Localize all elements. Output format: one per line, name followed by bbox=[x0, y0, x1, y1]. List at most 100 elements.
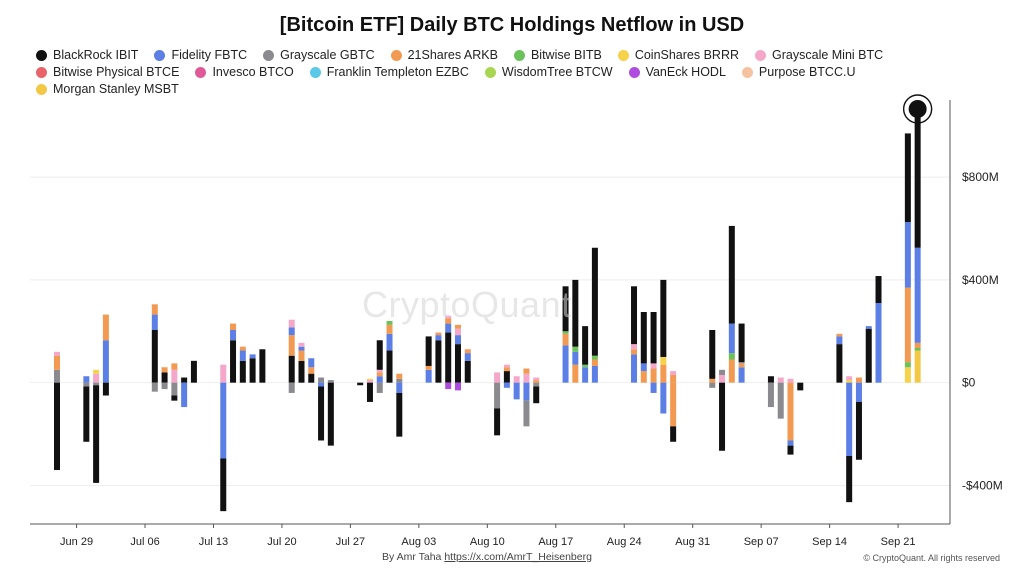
legend-item[interactable]: Invesco BTCO bbox=[195, 65, 294, 79]
bar-segment bbox=[366, 380, 373, 383]
legend-item[interactable]: BlackRock IBIT bbox=[36, 48, 138, 62]
bar-segment bbox=[787, 382, 794, 441]
bar-segment bbox=[230, 340, 237, 383]
x-tick-label: Aug 10 bbox=[470, 536, 505, 548]
bar-segment bbox=[650, 363, 657, 369]
bar-segment bbox=[836, 344, 843, 383]
bar-segment bbox=[533, 382, 540, 387]
bar-segment bbox=[308, 358, 315, 368]
bar-segment bbox=[503, 382, 510, 388]
bar-segment bbox=[308, 367, 315, 374]
bar-segment bbox=[239, 350, 246, 361]
legend-swatch bbox=[263, 49, 275, 61]
y-tick-label: $400M bbox=[962, 273, 999, 287]
bar-segment bbox=[787, 440, 794, 446]
bar-segment bbox=[298, 342, 305, 347]
y-tick-label: $800M bbox=[962, 170, 999, 184]
bar-segment bbox=[327, 380, 334, 383]
bar-segment bbox=[875, 276, 882, 304]
legend-swatch bbox=[513, 49, 525, 61]
legend-swatch bbox=[617, 49, 629, 61]
bar-segment bbox=[445, 323, 452, 333]
highlight-dot bbox=[908, 99, 927, 118]
bar-segment bbox=[640, 363, 647, 372]
bar-segment bbox=[454, 335, 461, 345]
legend-swatch bbox=[628, 66, 640, 78]
bar-segment bbox=[220, 382, 227, 459]
bar-segment bbox=[249, 358, 256, 383]
bar-segment bbox=[445, 382, 452, 390]
chart-title: [Bitcoin ETF] Daily BTC Holdings Netflow… bbox=[279, 14, 745, 36]
legend-label: Bitwise Physical BTCE bbox=[53, 65, 180, 79]
bar-segment bbox=[454, 344, 461, 383]
legend-label: Fidelity FBTC bbox=[171, 48, 248, 62]
bar-segment bbox=[425, 365, 432, 370]
bar-segment bbox=[562, 345, 569, 383]
legend-label: Purpose BTCC.U bbox=[758, 65, 856, 79]
legend-label: Grayscale GBTC bbox=[280, 48, 375, 62]
bar-segment bbox=[591, 355, 598, 360]
bar-segment bbox=[83, 386, 90, 442]
legend-item[interactable]: Grayscale Mini BTC bbox=[755, 48, 883, 62]
legend-item[interactable]: WisdomTree BTCW bbox=[484, 65, 613, 79]
legend-item[interactable]: Grayscale GBTC bbox=[263, 48, 375, 62]
legend-item[interactable]: Fidelity FBTC bbox=[154, 48, 247, 62]
legend-item[interactable]: Purpose BTCC.U bbox=[741, 65, 856, 79]
legend-swatch bbox=[36, 49, 47, 61]
bar-segment bbox=[914, 350, 921, 383]
bar-segment bbox=[582, 367, 589, 383]
bar-segment bbox=[181, 377, 188, 383]
bar-segment bbox=[523, 368, 530, 374]
legend-item[interactable]: CoinShares BRRR bbox=[617, 48, 739, 62]
bar-segment bbox=[396, 392, 403, 437]
bar-segment bbox=[93, 385, 100, 483]
legend-item[interactable]: VanEck HODL bbox=[628, 65, 726, 79]
bar-segment bbox=[582, 326, 589, 365]
bar-segment bbox=[161, 382, 168, 390]
x-tick-label: Aug 24 bbox=[607, 536, 642, 548]
bar-segment bbox=[376, 369, 383, 373]
bar-segment bbox=[591, 359, 598, 366]
watermark: CryptoQuant bbox=[362, 284, 572, 325]
legend-item[interactable]: Morgan Stanley MSBT bbox=[36, 82, 179, 96]
legend-item[interactable]: Bitwise Physical BTCE bbox=[36, 65, 179, 79]
legend-swatch bbox=[195, 66, 207, 78]
bar-segment bbox=[298, 350, 305, 361]
bar-segment bbox=[151, 329, 158, 383]
bar-segment bbox=[396, 373, 403, 379]
x-tick-label: Jul 13 bbox=[199, 536, 228, 548]
legend-item[interactable]: 21Shares ARKB bbox=[390, 48, 498, 62]
credit-link[interactable]: https://x.com/AmrT_Heisenberg bbox=[444, 551, 592, 563]
bar-segment bbox=[562, 333, 569, 346]
bar-segment bbox=[220, 458, 227, 512]
legend-label: WisdomTree BTCW bbox=[501, 65, 613, 79]
bar-segment bbox=[288, 335, 295, 356]
bar-segment bbox=[523, 382, 530, 401]
legend-label: Franklin Templeton EZBC bbox=[326, 65, 469, 79]
y-tick-label: -$400M bbox=[962, 478, 1003, 492]
bar-segment bbox=[83, 376, 90, 383]
bar-segment bbox=[846, 455, 853, 503]
bar-segment bbox=[435, 340, 442, 383]
bar-segment bbox=[102, 340, 109, 383]
bar-segment bbox=[161, 372, 168, 383]
x-tick-label: Jun 29 bbox=[60, 536, 93, 548]
bar-segment bbox=[738, 362, 745, 364]
bar-segment bbox=[904, 367, 911, 383]
bar-segment bbox=[54, 355, 60, 370]
bar-segment bbox=[719, 369, 726, 375]
bar-segment bbox=[767, 376, 774, 383]
legend-item[interactable]: Bitwise BITB bbox=[513, 48, 602, 62]
bar-segment bbox=[357, 382, 364, 386]
bar-segment bbox=[650, 312, 657, 364]
bar-segment bbox=[288, 355, 295, 383]
bar-segment bbox=[102, 314, 109, 341]
bar-segment bbox=[787, 445, 794, 455]
bar-segment bbox=[855, 401, 862, 460]
bar-segment bbox=[533, 380, 540, 383]
bar-segment bbox=[709, 329, 716, 379]
bar-segment bbox=[151, 382, 158, 392]
legend-item[interactable]: Franklin Templeton EZBC bbox=[309, 65, 469, 79]
bar-segment bbox=[533, 377, 540, 381]
bar-segment bbox=[670, 374, 677, 383]
